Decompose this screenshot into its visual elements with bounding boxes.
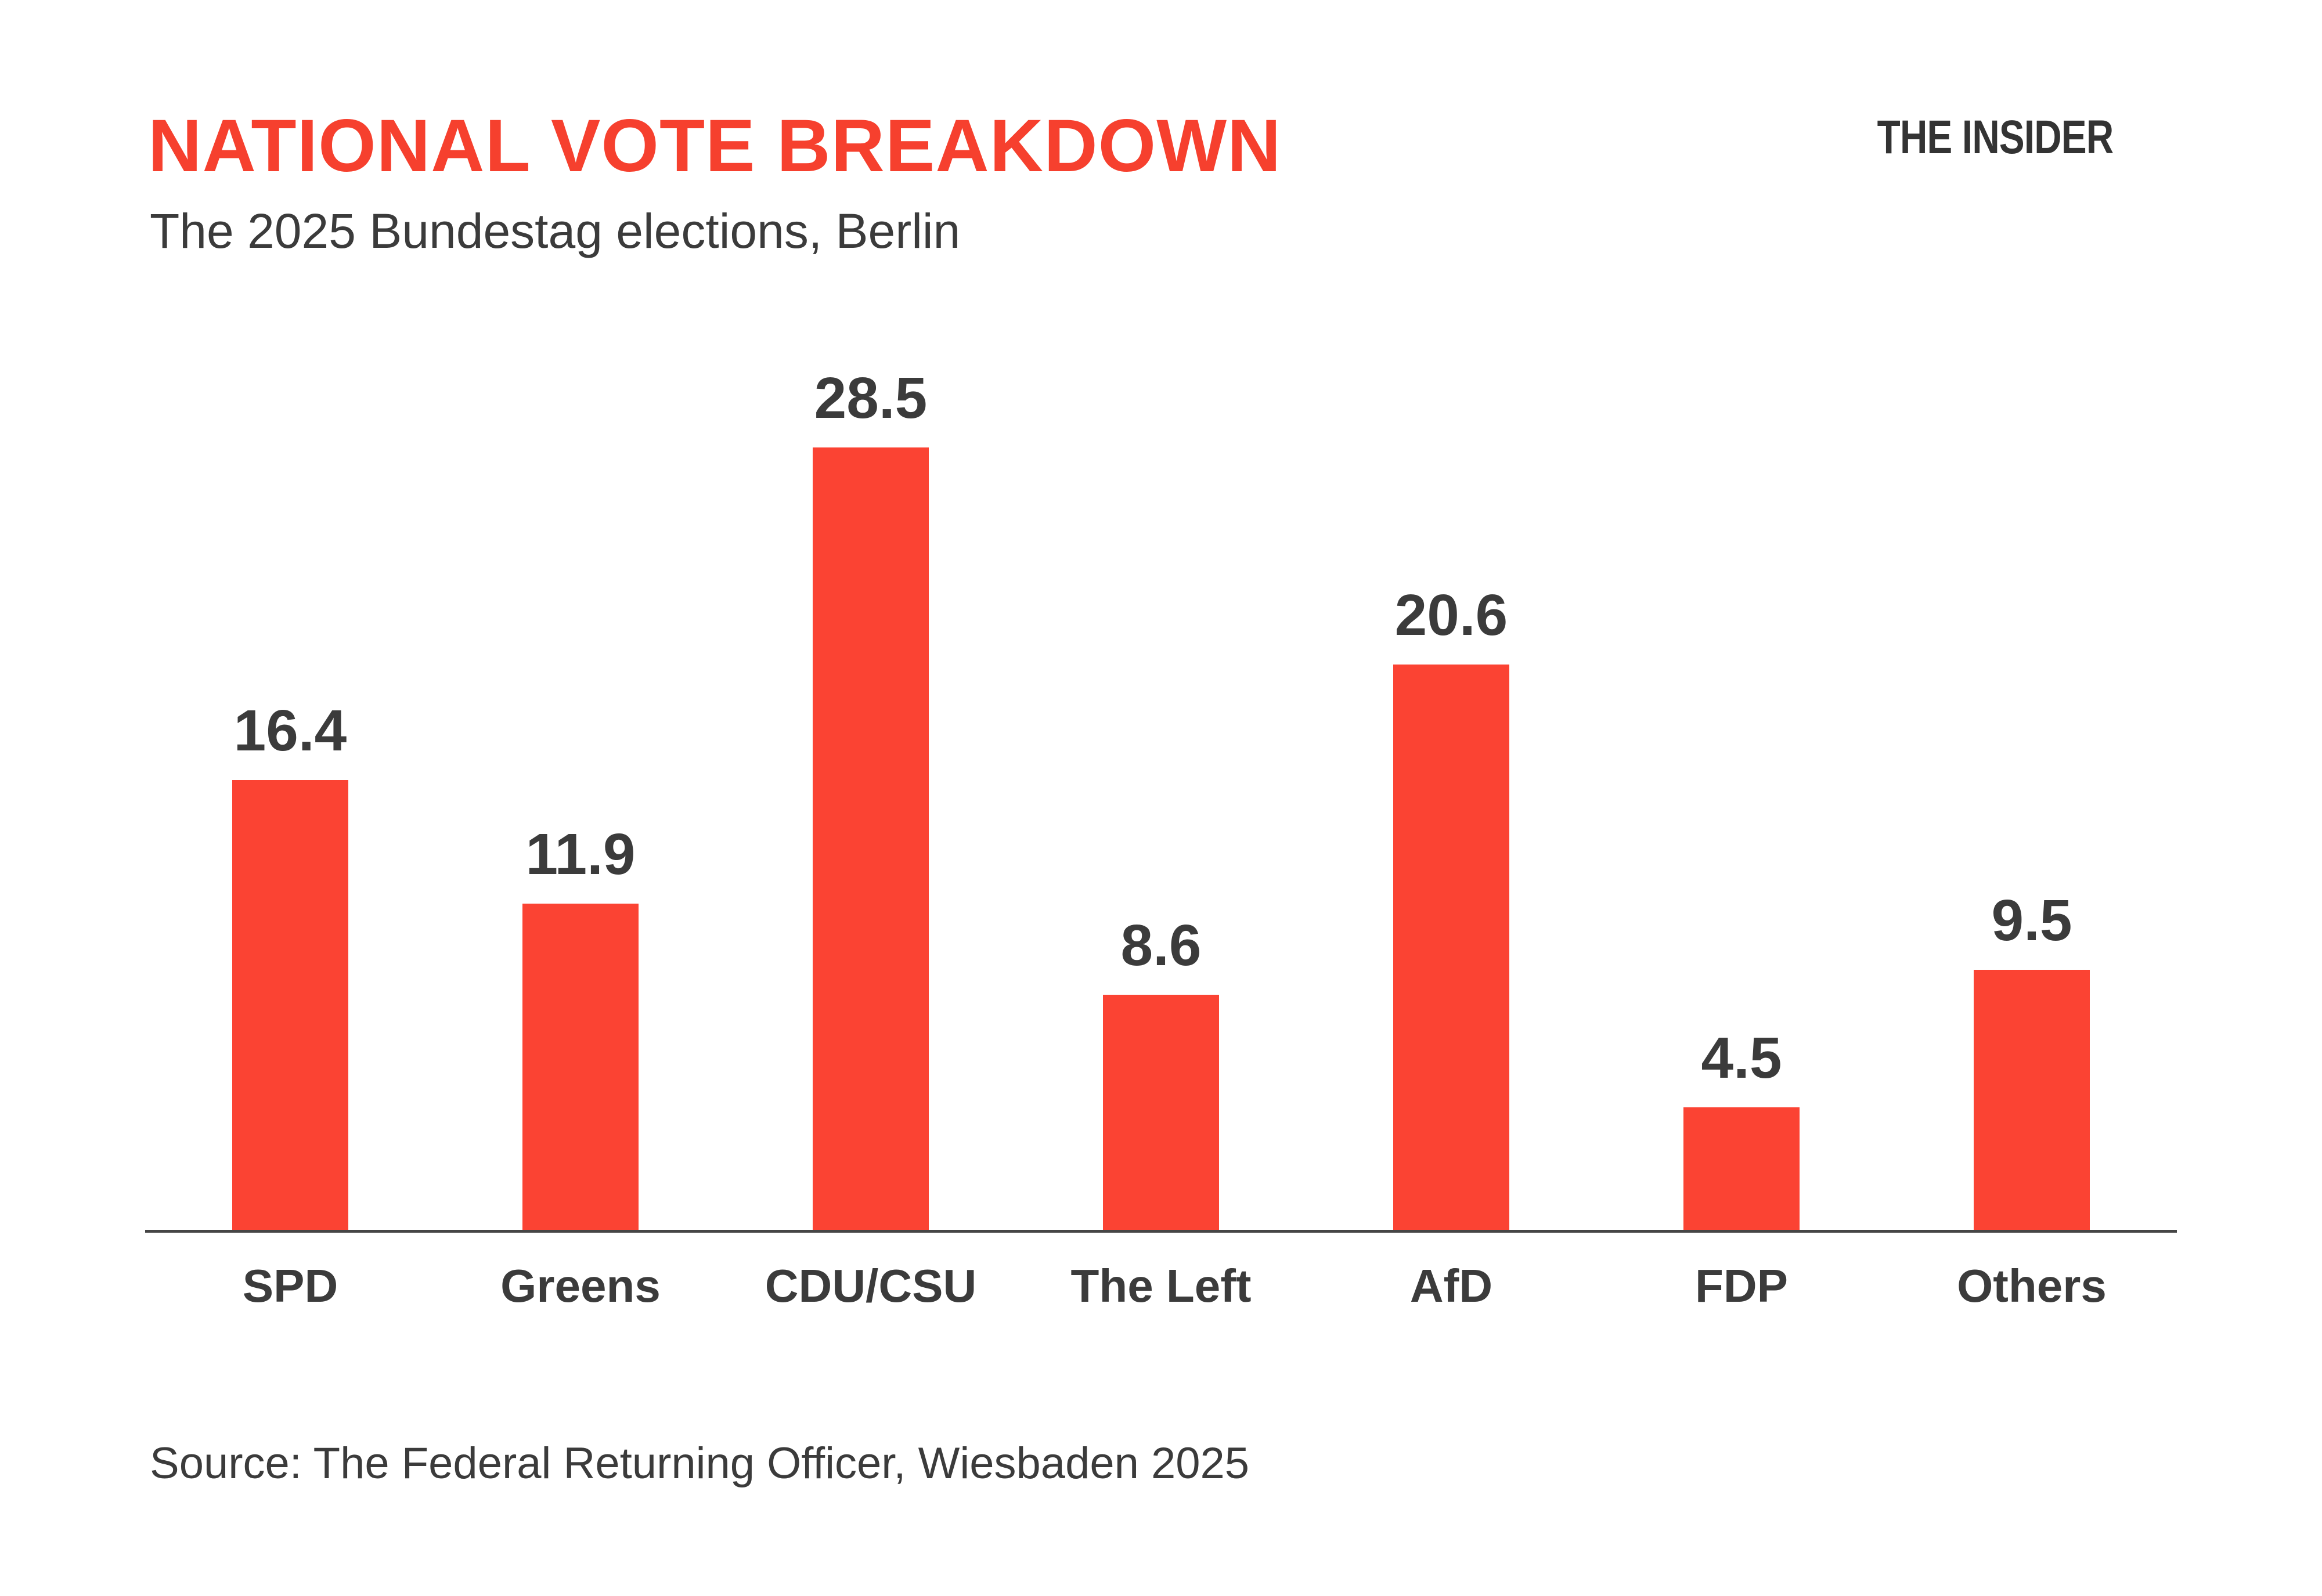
bar-CDU/CSU xyxy=(813,447,929,1231)
value-label-CDU/CSU: 28.5 xyxy=(814,366,928,431)
value-label-Greens: 11.9 xyxy=(525,822,636,887)
bar-Greens xyxy=(522,904,639,1231)
x-axis-line xyxy=(145,1230,2177,1233)
bar-Others xyxy=(1974,970,2090,1231)
bar-FDP xyxy=(1683,1107,1800,1231)
value-label-SPD: 16.4 xyxy=(233,698,347,763)
category-label-Greens: Greens xyxy=(500,1260,661,1312)
value-label-The Left: 8.6 xyxy=(1120,913,1202,978)
category-label-AfD: AfD xyxy=(1409,1260,1493,1312)
category-label-FDP: FDP xyxy=(1695,1260,1788,1312)
chart-title: NATIONAL VOTE BREAKDOWN xyxy=(148,104,1282,187)
value-label-AfD: 20.6 xyxy=(1394,583,1508,648)
value-label-Others: 9.5 xyxy=(1991,888,2072,953)
chart-subtitle: The 2025 Bundestag elections, Berlin xyxy=(150,204,961,258)
category-label-SPD: SPD xyxy=(242,1260,338,1312)
bar-AfD xyxy=(1393,665,1509,1231)
category-label-CDU/CSU: CDU/CSU xyxy=(765,1260,977,1312)
bar-The Left xyxy=(1103,995,1219,1231)
source-note: Source: The Federal Returning Officer, W… xyxy=(150,1439,1250,1488)
bar-SPD xyxy=(232,780,348,1231)
brand-logo: THE INSIDER xyxy=(1877,111,2114,164)
category-label-Others: Others xyxy=(1957,1260,2107,1312)
value-label-FDP: 4.5 xyxy=(1701,1026,1782,1091)
category-label-The Left: The Left xyxy=(1070,1260,1252,1312)
